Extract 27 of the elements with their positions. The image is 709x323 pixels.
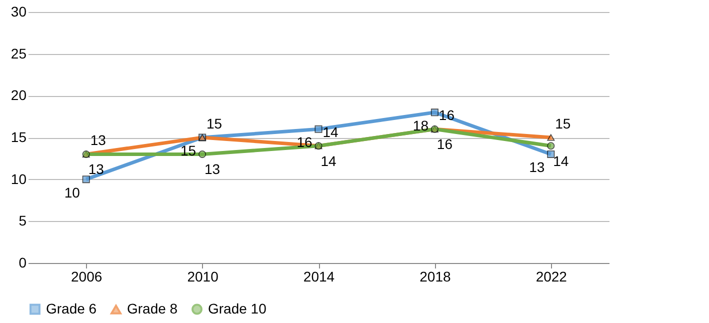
- data-label: 16: [436, 136, 453, 152]
- x-tick-label: 2014: [303, 268, 335, 284]
- data-label: 15: [555, 116, 571, 132]
- data-label: 14: [553, 152, 569, 169]
- y-tick-label: 0: [18, 254, 27, 270]
- data-label: 15: [206, 116, 222, 132]
- y-tick-label: 30: [10, 4, 27, 20]
- y-tick-label: 5: [18, 212, 27, 229]
- y-tick-label: 25: [10, 45, 27, 62]
- data-label: 14: [322, 124, 338, 140]
- legend-label: Grade 6: [46, 300, 97, 316]
- legend-label: Grade 8: [127, 300, 178, 317]
- data-label: 13: [204, 161, 220, 178]
- data-label: 14: [320, 152, 336, 169]
- data-label: 10: [64, 184, 80, 200]
- y-tick-label: 10: [10, 170, 27, 187]
- x-tick-label: 2010: [187, 268, 219, 284]
- data-label: 13: [529, 159, 545, 176]
- data-label: 18: [412, 117, 429, 134]
- data-label: 13: [88, 161, 104, 178]
- x-tick-label: 2006: [71, 268, 102, 284]
- y-tick-label: 20: [10, 87, 27, 104]
- x-tick-label: 2018: [420, 268, 451, 284]
- x-tick-label: 2022: [536, 268, 568, 284]
- y-tick-label: 15: [10, 129, 27, 145]
- data-label: 13: [90, 132, 106, 148]
- legend-label: Grade 10: [208, 300, 267, 316]
